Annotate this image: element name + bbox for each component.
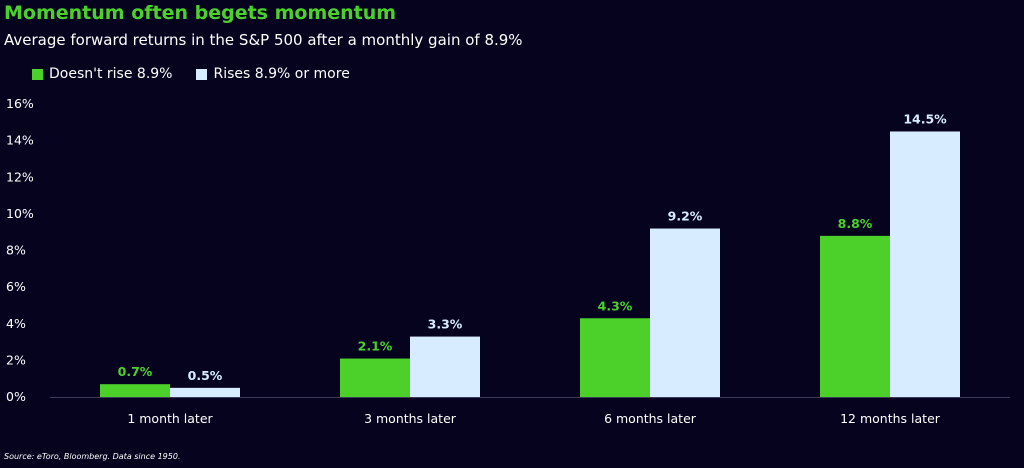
y-tick-label: 12%	[6, 169, 34, 184]
bar-doesnt-rise	[100, 384, 170, 397]
x-category-label: 6 months later	[604, 411, 697, 426]
bar-doesnt-rise	[820, 235, 890, 397]
bar-value-label: 3.3%	[428, 317, 463, 332]
chart-title: Momentum often begets momentum	[4, 2, 397, 24]
legend-label-doesnt-rise: Doesn't rise 8.9%	[49, 66, 173, 82]
bar-rises	[170, 387, 240, 397]
legend-item-rises: Rises 8.9% or more	[196, 66, 350, 82]
x-category-label: 12 months later	[840, 411, 941, 426]
bar-doesnt-rise	[580, 318, 650, 397]
chart-subtitle: Average forward returns in the S&P 500 a…	[4, 31, 523, 49]
y-tick-label: 8%	[6, 243, 26, 258]
bar-value-label: 14.5%	[903, 111, 947, 126]
y-tick-label: 0%	[6, 389, 26, 404]
bar-rises	[410, 336, 480, 397]
y-tick-label: 6%	[6, 279, 26, 294]
legend-swatch-green	[32, 68, 43, 80]
legend-swatch-light	[196, 68, 208, 80]
y-tick-label: 2%	[6, 352, 26, 367]
bar-rises	[890, 131, 960, 397]
y-tick-label: 10%	[6, 206, 34, 221]
y-tick-label: 14%	[6, 133, 34, 148]
bar-value-label: 4.3%	[598, 298, 633, 313]
bar-value-label: 0.7%	[118, 364, 153, 379]
legend: Doesn't rise 8.9% Rises 8.9% or more	[32, 66, 374, 82]
x-category-label: 3 months later	[364, 411, 457, 426]
bar-value-label: 8.8%	[838, 216, 873, 231]
bar-doesnt-rise	[340, 358, 410, 397]
bar-value-label: 0.5%	[188, 368, 223, 383]
legend-label-rises: Rises 8.9% or more	[213, 66, 350, 82]
x-category-label: 1 month later	[127, 411, 213, 426]
bar-value-label: 9.2%	[668, 209, 703, 224]
bar-rises	[650, 228, 720, 397]
source-note: Source: eToro, Bloomberg. Data since 195…	[4, 452, 181, 461]
bar-value-label: 2.1%	[358, 339, 393, 354]
legend-item-doesnt-rise: Doesn't rise 8.9%	[32, 66, 172, 82]
y-tick-label: 16%	[6, 96, 34, 111]
y-tick-label: 4%	[6, 316, 26, 331]
